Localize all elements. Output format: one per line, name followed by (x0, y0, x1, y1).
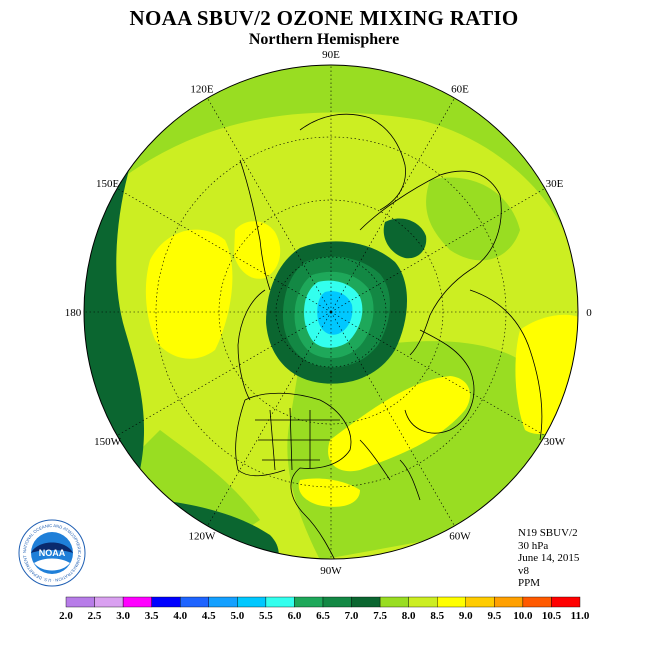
longitude-label: 30E (546, 178, 564, 190)
longitude-label: 120W (189, 530, 217, 542)
meridians (84, 65, 578, 559)
longitude-label: 30W (544, 436, 566, 448)
map-subtitle: Northern Hemisphere (248, 31, 400, 48)
longitude-label: 150E (96, 178, 120, 190)
pressure-level-label: 30 hPa (518, 539, 549, 552)
logo-text: NOAA (39, 548, 66, 558)
meridian-line (330, 311, 455, 527)
longitude-label: 90W (320, 565, 342, 577)
longitude-label: 180 (65, 307, 82, 319)
longitude-label: 60W (449, 530, 471, 542)
map-boundary (83, 64, 579, 560)
meridian-line (207, 311, 332, 527)
meridian-line (116, 188, 332, 313)
version-label: v8 (518, 564, 529, 577)
coastlines (235, 113, 543, 559)
meridian-line (207, 97, 332, 313)
instrument-label: N19 SBUV/2 (518, 527, 578, 539)
meridian-line (330, 97, 455, 313)
longitude-labels: 90E 60E 30E 0 30W 60W 90W 120W 150W 180 150E 120E (65, 49, 593, 577)
date-label: June 14, 2015 (518, 552, 580, 564)
longitude-label: 90E (322, 49, 340, 61)
longitude-label: 150W (94, 436, 122, 448)
map-title: NOAA SBUV/2 OZONE MIXING RATIO (129, 6, 519, 30)
longitude-label: 120E (190, 84, 214, 96)
units-label: PPM (518, 577, 541, 589)
product-info: N19 SBUV/2 30 hPa June 14, 2015 v8 PPM (518, 527, 579, 590)
longitude-label: 60E (451, 84, 469, 96)
meridian-line (116, 311, 332, 436)
meridian-line (330, 188, 546, 313)
longitude-label: 0 (586, 307, 592, 319)
noaa-logo: NATIONAL OCEANIC AND ATMOSPHERIC ADMINIS… (18, 519, 86, 587)
meridian-line (330, 311, 546, 436)
